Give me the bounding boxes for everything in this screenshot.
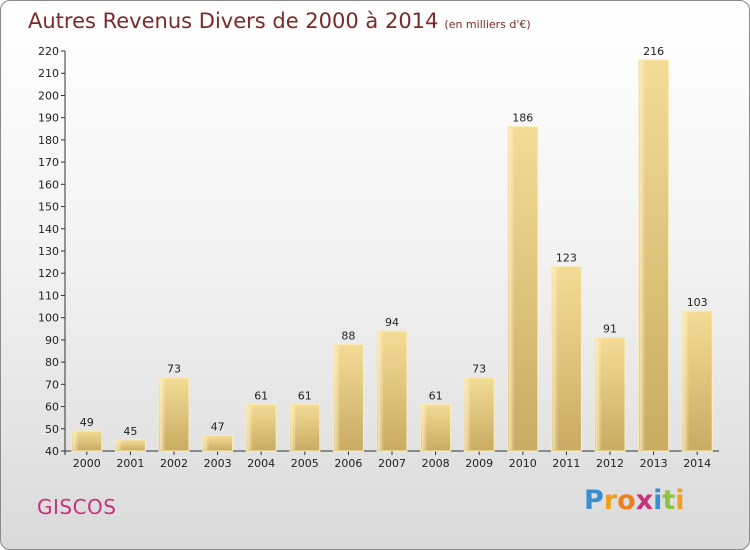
data-label: 94 bbox=[385, 316, 399, 329]
bar-highlight bbox=[465, 378, 472, 450]
bar bbox=[202, 434, 234, 452]
x-tick-label: 2000 bbox=[73, 457, 101, 470]
commune-name: GISCOS bbox=[37, 495, 117, 519]
data-label: 61 bbox=[298, 389, 312, 402]
y-tick-label: 180 bbox=[38, 134, 59, 147]
logo-letter: x bbox=[635, 485, 654, 516]
data-label: 45 bbox=[123, 425, 137, 438]
y-tick-label: 40 bbox=[45, 445, 59, 458]
x-tick-label: 2005 bbox=[291, 457, 319, 470]
bar-highlight bbox=[72, 432, 79, 450]
logo-letter: o bbox=[617, 485, 636, 516]
y-tick-label: 70 bbox=[45, 378, 59, 391]
bar-highlight bbox=[639, 60, 646, 451]
data-label: 49 bbox=[80, 416, 94, 429]
y-tick-label: 80 bbox=[45, 356, 59, 369]
bar-highlight bbox=[116, 440, 123, 450]
data-label: 61 bbox=[429, 389, 443, 402]
x-tick-label: 2004 bbox=[247, 457, 275, 470]
bar-highlight bbox=[378, 332, 384, 450]
bar-highlight bbox=[290, 405, 297, 450]
y-tick-label: 110 bbox=[38, 289, 59, 302]
data-label: 216 bbox=[643, 45, 664, 58]
x-tick-label: 2013 bbox=[640, 457, 668, 470]
bar bbox=[114, 439, 146, 452]
title-unit: (en milliers d'€) bbox=[444, 18, 531, 31]
x-tick-label: 2001 bbox=[116, 457, 144, 470]
data-label: 91 bbox=[603, 323, 617, 336]
y-tick-label: 220 bbox=[38, 45, 59, 58]
y-tick-label: 160 bbox=[38, 178, 59, 191]
bar bbox=[71, 430, 103, 452]
proxiti-logo[interactable]: Proxiti bbox=[584, 485, 685, 516]
x-tick-label: 2012 bbox=[596, 457, 624, 470]
y-tick-label: 130 bbox=[38, 245, 59, 258]
x-tick-label: 2008 bbox=[422, 457, 450, 470]
bar-highlight bbox=[683, 312, 690, 450]
chart-title: Autres Revenus Divers de 2000 à 2014 (en … bbox=[28, 9, 531, 33]
logo-letter: P bbox=[584, 485, 604, 516]
data-label: 61 bbox=[254, 389, 268, 402]
y-tick-label: 190 bbox=[38, 112, 59, 125]
x-tick-label: 2006 bbox=[334, 457, 362, 470]
x-tick-label: 2010 bbox=[509, 457, 537, 470]
logo-letter: r bbox=[603, 485, 618, 516]
bar-highlight bbox=[552, 267, 559, 450]
y-tick-label: 170 bbox=[38, 156, 59, 169]
bar-highlight bbox=[421, 405, 428, 450]
bar-highlight bbox=[334, 345, 341, 450]
bar-highlight bbox=[203, 436, 210, 450]
bar-highlight bbox=[247, 405, 254, 450]
x-tick-label: 2007 bbox=[378, 457, 406, 470]
y-tick-label: 60 bbox=[45, 401, 59, 414]
data-label: 47 bbox=[211, 420, 225, 433]
x-tick-label: 2014 bbox=[683, 457, 711, 470]
y-tick-label: 100 bbox=[38, 312, 59, 325]
bar-highlight bbox=[508, 127, 515, 451]
y-tick-label: 140 bbox=[38, 223, 59, 236]
data-label: 123 bbox=[556, 252, 577, 265]
data-label: 103 bbox=[687, 296, 708, 309]
title-main: Autres Revenus Divers de 2000 à 2014 bbox=[28, 9, 439, 33]
x-tick-label: 2009 bbox=[465, 457, 493, 470]
x-tick-label: 2003 bbox=[204, 457, 232, 470]
data-label: 73 bbox=[167, 363, 181, 376]
data-label: 73 bbox=[472, 363, 486, 376]
y-tick-label: 200 bbox=[38, 89, 59, 102]
logo-letter: i bbox=[675, 485, 685, 516]
data-label: 186 bbox=[512, 112, 533, 125]
data-label: 88 bbox=[341, 329, 355, 342]
logo-letter: i bbox=[653, 485, 663, 516]
logo-letter: t bbox=[662, 485, 676, 516]
bar-highlight bbox=[596, 338, 602, 450]
x-tick-label: 2011 bbox=[552, 457, 580, 470]
y-tick-label: 150 bbox=[38, 201, 59, 214]
y-tick-label: 50 bbox=[45, 423, 59, 436]
y-tick-label: 120 bbox=[38, 267, 59, 280]
y-tick-label: 210 bbox=[38, 67, 59, 80]
bar-highlight bbox=[160, 378, 166, 450]
x-tick-label: 2002 bbox=[160, 457, 188, 470]
y-tick-label: 90 bbox=[45, 334, 59, 347]
